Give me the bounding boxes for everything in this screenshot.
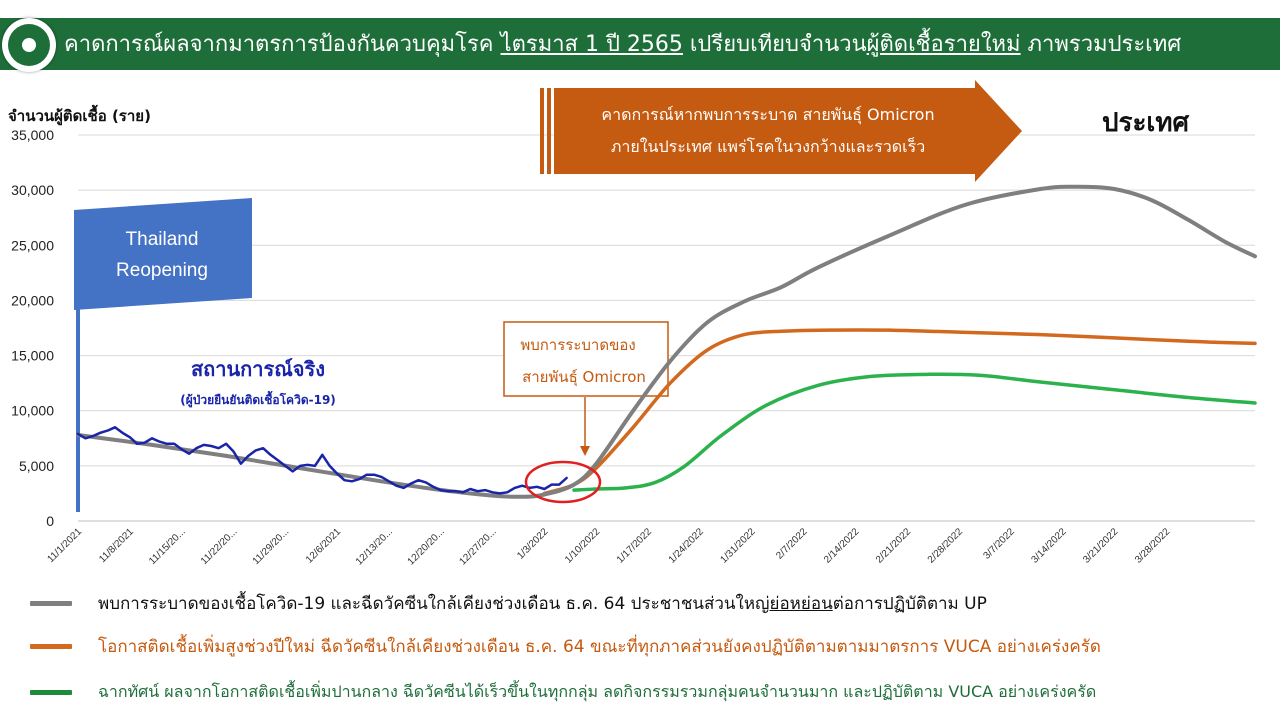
omicron-found-box xyxy=(503,321,669,397)
x-tick-label: 1/24/2022 xyxy=(667,526,707,566)
top-strip xyxy=(0,0,1280,18)
title-part-5: ภาพรวมประเทศ xyxy=(1020,32,1182,57)
omicron-uptick-circle xyxy=(524,460,602,504)
x-tick-label: 11/15/20... xyxy=(147,526,188,567)
legend-green-swatch xyxy=(30,689,72,695)
y-tick-label: 20,000 xyxy=(11,292,54,308)
legend-green-text: ฉากทัศน์ ผลจากโอกาสติดเชื้อเพิ่มปานกลาง … xyxy=(98,681,1097,701)
x-tick-label: 1/31/2022 xyxy=(719,526,759,566)
title-part-1: คาดการณ์ผลจากมาตรการป้องกันควบคุมโรค xyxy=(64,32,501,57)
ministry-logo xyxy=(2,18,56,72)
omicron-found-arrowhead xyxy=(580,446,590,456)
y-tick-label: 15,000 xyxy=(11,348,54,364)
page-title: คาดการณ์ผลจากมาตรการป้องกันควบคุมโรค ไตร… xyxy=(64,27,1274,63)
x-tick-label: 12/13/20... xyxy=(354,526,395,567)
x-tick-label: 3/7/2022 xyxy=(982,526,1018,562)
y-tick-label: 10,000 xyxy=(11,403,54,419)
x-tick-label: 12/6/2021 xyxy=(304,526,344,566)
legend-orange: โอกาสติดเชื้อเพิ่มสูงช่วงปีใหม่ ฉีดวัคซี… xyxy=(30,633,1101,659)
y-tick-label: 0 xyxy=(46,513,54,529)
omicron-found-text-1: พบการระบาดของ xyxy=(520,336,635,354)
arrow-text-2: ภายในประเทศ แพร่โรคในวงกว้างและรวดเร็ว xyxy=(611,136,925,156)
legend-gray-text-c: ต่อการปฏิบัติตาม UP xyxy=(832,593,987,614)
x-tick-label: 1/3/2022 xyxy=(515,526,551,562)
legend-gray-text-b: ย่อหย่อน xyxy=(769,593,833,614)
title-quarter: ไตรมาส 1 ปี 2565 xyxy=(500,32,683,57)
title-part-3: เปรียบเทียบจำนวน xyxy=(682,32,867,57)
actual-situation-sublabel: (ผู้ป่วยยืนยันติดเชื้อโควิด-19) xyxy=(180,390,336,408)
x-tick-label: 3/21/2022 xyxy=(1081,526,1121,566)
x-tick-label: 12/20/20... xyxy=(406,526,447,567)
x-tick-label: 1/10/2022 xyxy=(563,526,603,566)
reopening-label-2: Reopening xyxy=(116,260,208,281)
reopening-flag xyxy=(74,198,252,310)
x-tick-label: 2/14/2022 xyxy=(822,526,862,566)
y-axis-label: จำนวนผู้ติดเชื้อ (ราย) xyxy=(8,107,151,125)
legend-gray: พบการระบาดของเชื้อโควิด-19 และฉีดวัคซีนใ… xyxy=(30,590,987,616)
x-tick-label: 12/27/20... xyxy=(457,526,498,567)
legend-green: ฉากทัศน์ ผลจากโอกาสติดเชื้อเพิ่มปานกลาง … xyxy=(30,679,1096,705)
y-tick-label: 25,000 xyxy=(11,237,54,253)
title-bar xyxy=(0,18,1280,70)
actual-situation-label: สถานการณ์จริง xyxy=(191,357,325,381)
logo-emblem xyxy=(8,24,50,66)
series-line-green xyxy=(572,372,1257,492)
arrow-text-1: คาดการณ์หากพบการระบาด สายพันธุ์ Omicron xyxy=(601,105,934,125)
legend-gray-text-a: พบการระบาดของเชื้อโควิด-19 และฉีดวัคซีนใ… xyxy=(98,593,770,614)
x-tick-label: 3/28/2022 xyxy=(1133,526,1173,566)
y-tick-label: 5,000 xyxy=(19,458,54,474)
legend-gray-text: พบการระบาดของเชื้อโควิด-19 และฉีดวัคซีนใ… xyxy=(98,590,987,617)
y-tick-label: 30,000 xyxy=(11,182,54,198)
x-tick-label: 11/29/20... xyxy=(251,526,292,567)
omicron-found-text-2: สายพันธุ์ Omicron xyxy=(522,368,646,387)
reopening-label-1: Thailand xyxy=(126,229,199,250)
y-tick-label: 35,000 xyxy=(11,127,54,143)
arrow-stripe-2 xyxy=(547,88,551,174)
legend-gray-swatch xyxy=(30,600,72,606)
legend-orange-swatch xyxy=(30,643,72,649)
series-line-actual xyxy=(76,426,568,495)
omicron-forecast-arrow xyxy=(554,80,1022,182)
x-tick-label: 2/7/2022 xyxy=(774,526,810,562)
x-tick-label: 11/8/2021 xyxy=(97,526,136,565)
region-label: ประเทศ xyxy=(1102,108,1189,138)
x-tick-label: 3/14/2022 xyxy=(1029,526,1069,566)
series-line-orange xyxy=(542,328,1257,496)
x-tick-label: 11/1/2021 xyxy=(45,526,84,565)
legend-orange-text: โอกาสติดเชื้อเพิ่มสูงช่วงปีใหม่ ฉีดวัคซี… xyxy=(98,636,1101,657)
logo-center xyxy=(22,38,36,52)
series-line-gray xyxy=(76,184,1257,499)
x-tick-label: 2/28/2022 xyxy=(926,526,966,566)
x-tick-label: 1/17/2022 xyxy=(615,526,655,566)
x-tick-label: 11/22/20... xyxy=(199,526,240,567)
arrow-stripe-1 xyxy=(540,88,544,174)
title-new-cases: ผู้ติดเชื้อรายใหม่ xyxy=(866,32,1021,57)
x-tick-label: 2/21/2022 xyxy=(874,526,914,566)
